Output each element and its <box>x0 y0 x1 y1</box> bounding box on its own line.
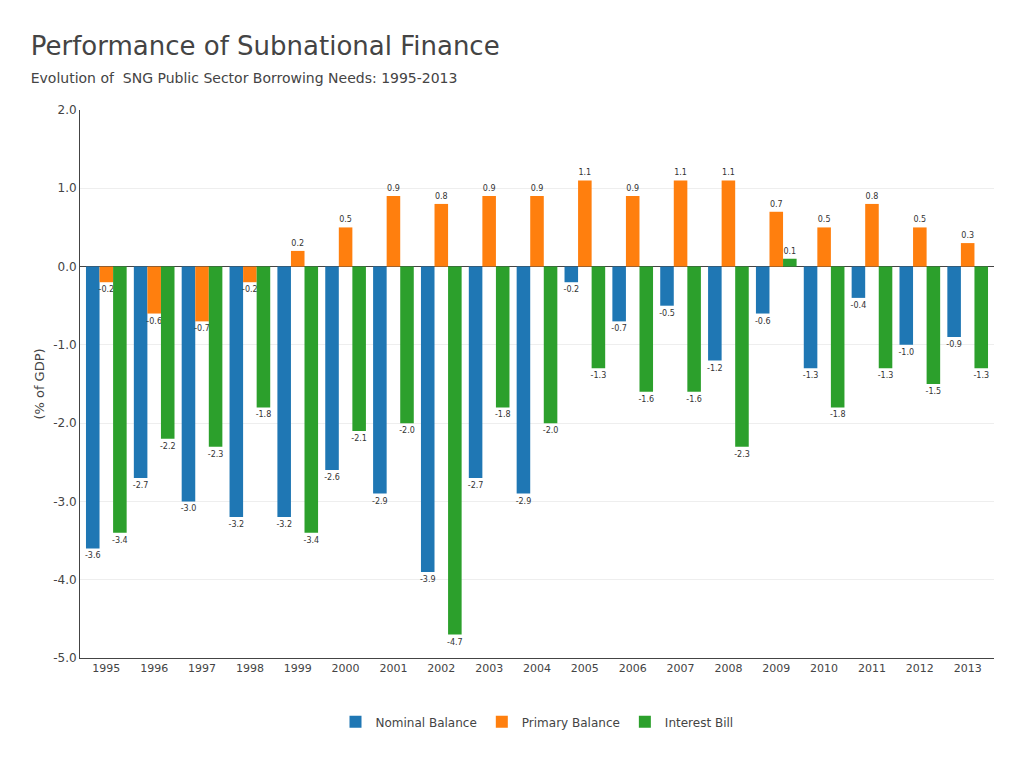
svg-text:2004: 2004 <box>523 662 551 675</box>
svg-text:1996: 1996 <box>140 662 168 675</box>
svg-text:-2.9: -2.9 <box>372 497 388 506</box>
svg-text:-2.2: -2.2 <box>160 442 176 451</box>
svg-text:1998: 1998 <box>236 662 264 675</box>
svg-text:0.3: 0.3 <box>961 231 974 240</box>
svg-text:0.8: 0.8 <box>866 192 879 201</box>
svg-text:-3.6: -3.6 <box>85 551 101 560</box>
svg-text:2001: 2001 <box>379 662 407 675</box>
svg-text:0.1: 0.1 <box>783 247 796 256</box>
svg-text:-1.6: -1.6 <box>686 395 702 404</box>
svg-text:-1.3: -1.3 <box>803 371 819 380</box>
svg-text:1.1: 1.1 <box>722 168 735 177</box>
svg-text:-1.3: -1.3 <box>973 371 989 380</box>
svg-text:-0.7: -0.7 <box>611 324 627 333</box>
svg-text:-4.0: -4.0 <box>53 573 76 587</box>
svg-text:-3.2: -3.2 <box>276 520 292 529</box>
svg-text:Primary Balance: Primary Balance <box>522 716 620 730</box>
svg-text:-3.9: -3.9 <box>420 575 436 584</box>
svg-text:-2.3: -2.3 <box>208 450 224 459</box>
svg-text:-1.2: -1.2 <box>707 364 723 373</box>
svg-text:2005: 2005 <box>571 662 599 675</box>
svg-text:-0.5: -0.5 <box>659 309 675 318</box>
svg-text:2000: 2000 <box>332 662 360 675</box>
svg-text:Performance of Subnational Fin: Performance of Subnational Finance <box>31 31 500 61</box>
svg-text:-1.8: -1.8 <box>830 410 846 419</box>
svg-text:0.9: 0.9 <box>483 184 496 193</box>
svg-text:-2.9: -2.9 <box>516 497 532 506</box>
svg-text:0.5: 0.5 <box>913 215 926 224</box>
svg-text:1999: 1999 <box>284 662 312 675</box>
svg-text:Interest Bill: Interest Bill <box>665 716 733 730</box>
svg-text:-2.1: -2.1 <box>351 434 367 443</box>
svg-text:1.1: 1.1 <box>578 168 591 177</box>
svg-text:-3.4: -3.4 <box>303 536 319 545</box>
svg-text:-1.0: -1.0 <box>53 338 76 352</box>
svg-text:-2.7: -2.7 <box>133 481 149 490</box>
svg-text:-3.0: -3.0 <box>181 504 197 513</box>
svg-text:-1.8: -1.8 <box>256 410 272 419</box>
svg-text:-0.7: -0.7 <box>194 324 210 333</box>
svg-text:0.0: 0.0 <box>58 260 77 274</box>
svg-text:-1.6: -1.6 <box>638 395 654 404</box>
svg-text:-1.0: -1.0 <box>898 348 914 357</box>
svg-text:-0.2: -0.2 <box>99 285 115 294</box>
svg-text:-0.6: -0.6 <box>755 317 771 326</box>
svg-text:-2.0: -2.0 <box>543 426 559 435</box>
svg-text:2011: 2011 <box>858 662 886 675</box>
svg-text:-0.4: -0.4 <box>851 301 867 310</box>
svg-text:Evolution of SNG Public Secto: Evolution of SNG Public Sector Borrowing… <box>31 70 458 86</box>
svg-text:-5.0: -5.0 <box>53 651 76 665</box>
svg-text:2003: 2003 <box>475 662 503 675</box>
svg-text:2007: 2007 <box>667 662 695 675</box>
svg-text:2006: 2006 <box>619 662 647 675</box>
svg-text:0.9: 0.9 <box>626 184 639 193</box>
svg-text:-3.4: -3.4 <box>112 536 128 545</box>
svg-text:2009: 2009 <box>762 662 790 675</box>
svg-text:1.0: 1.0 <box>58 181 77 195</box>
svg-text:-2.3: -2.3 <box>734 450 750 459</box>
svg-text:Nominal Balance: Nominal Balance <box>376 716 477 730</box>
svg-text:-1.3: -1.3 <box>591 371 607 380</box>
svg-text:-3.2: -3.2 <box>229 520 245 529</box>
svg-text:0.8: 0.8 <box>435 192 448 201</box>
svg-text:2.0: 2.0 <box>58 103 77 117</box>
svg-text:1.1: 1.1 <box>674 168 687 177</box>
svg-text:2002: 2002 <box>427 662 455 675</box>
svg-text:-1.8: -1.8 <box>495 410 511 419</box>
svg-text:-3.0: -3.0 <box>53 495 76 509</box>
svg-text:0.9: 0.9 <box>387 184 400 193</box>
svg-text:1997: 1997 <box>188 662 216 675</box>
svg-text:-1.5: -1.5 <box>926 387 942 396</box>
svg-text:0.7: 0.7 <box>770 200 783 209</box>
svg-text:0.5: 0.5 <box>339 215 352 224</box>
svg-text:2013: 2013 <box>954 662 982 675</box>
svg-text:-0.9: -0.9 <box>946 340 962 349</box>
svg-text:-2.7: -2.7 <box>468 481 484 490</box>
svg-text:0.2: 0.2 <box>291 239 304 248</box>
svg-text:-0.2: -0.2 <box>242 285 258 294</box>
svg-text:-2.6: -2.6 <box>324 473 340 482</box>
svg-text:(% of GDP): (% of GDP) <box>32 348 47 419</box>
svg-text:0.9: 0.9 <box>531 184 544 193</box>
svg-text:-0.6: -0.6 <box>146 317 162 326</box>
svg-text:2012: 2012 <box>906 662 934 675</box>
svg-text:2008: 2008 <box>714 662 742 675</box>
svg-text:-2.0: -2.0 <box>53 416 76 430</box>
svg-text:1995: 1995 <box>92 662 120 675</box>
svg-text:2010: 2010 <box>810 662 838 675</box>
svg-text:-4.7: -4.7 <box>447 638 463 647</box>
svg-text:-0.2: -0.2 <box>563 285 579 294</box>
svg-text:-1.3: -1.3 <box>878 371 894 380</box>
svg-text:-2.0: -2.0 <box>399 426 415 435</box>
svg-text:0.5: 0.5 <box>818 215 831 224</box>
